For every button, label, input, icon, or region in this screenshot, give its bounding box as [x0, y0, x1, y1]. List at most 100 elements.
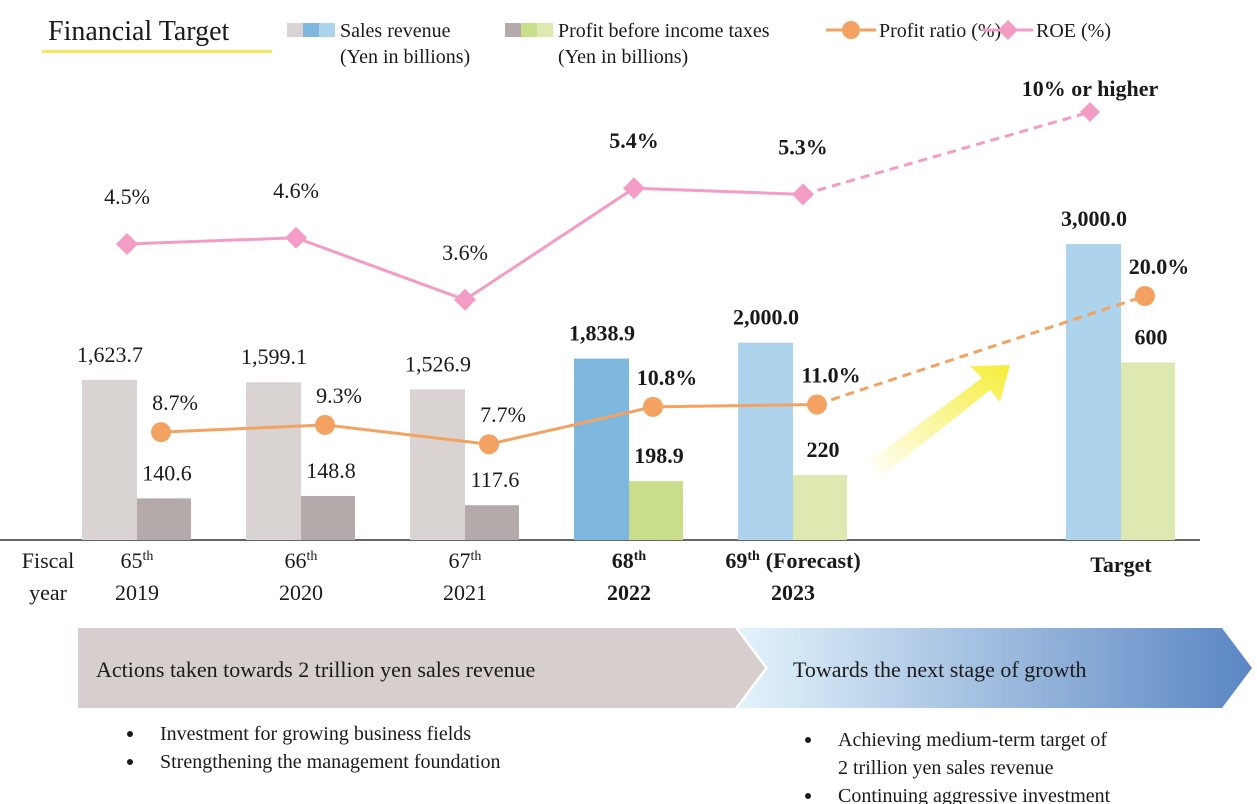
bar	[793, 474, 847, 540]
marker	[285, 226, 307, 249]
x-tick-label: 67th	[449, 548, 482, 573]
marker	[1135, 286, 1155, 306]
bar	[137, 498, 191, 540]
marker	[151, 422, 171, 443]
data-label: 8.7%	[152, 390, 198, 415]
legend-label: Sales revenue	[340, 20, 451, 42]
x-tick-year: 2021	[443, 580, 487, 605]
chart-title: Financial Target	[48, 16, 230, 47]
bar	[465, 505, 519, 540]
legend-swatch	[505, 23, 521, 37]
growth-arrow	[868, 365, 1010, 478]
ordinal: 66	[285, 548, 307, 573]
ordinal: 68	[612, 548, 634, 573]
data-label: 5.3%	[778, 134, 828, 159]
legend-label: Profit ratio (%)	[879, 20, 1001, 42]
data-label: 4.5%	[104, 184, 150, 209]
title-underline	[42, 50, 272, 53]
bar	[738, 342, 793, 540]
data-label: 1,838.9	[569, 321, 635, 346]
ordinal: 67	[449, 548, 471, 573]
bar	[1121, 362, 1175, 540]
legend-swatch	[319, 23, 335, 37]
x-axis-label: year	[29, 580, 68, 605]
bullet	[805, 737, 811, 743]
bar	[82, 379, 137, 540]
data-label: 117.6	[471, 467, 520, 492]
x-tick-label: 69th (Forecast)	[725, 548, 860, 573]
ordinal-suffix: th	[471, 549, 482, 564]
line	[816, 294, 1146, 406]
x-axis-label: Fiscal	[22, 548, 75, 573]
x-tick-label: 68th	[612, 548, 647, 573]
x-tick-year: 2020	[279, 580, 323, 605]
ordinal-suffix: th	[747, 549, 760, 564]
data-label: 140.6	[142, 460, 192, 485]
legend-label: ROE (%)	[1036, 20, 1111, 42]
legend-swatch	[303, 23, 319, 37]
bullet	[127, 731, 133, 737]
legend-label: (Yen in billions)	[558, 46, 688, 68]
data-label: 20.0%	[1129, 254, 1190, 279]
x-tick-year: 2019	[115, 580, 159, 605]
ordinal-suffix: th	[307, 549, 318, 564]
ordinal-suffix: th	[143, 549, 154, 564]
bar	[246, 382, 301, 540]
bar	[629, 481, 683, 540]
marker	[623, 177, 645, 200]
marker	[315, 414, 335, 435]
data-label: 3.6%	[442, 240, 488, 265]
marker	[479, 434, 499, 455]
marker	[454, 288, 476, 311]
data-label: 198.9	[634, 443, 684, 468]
bullet-text: Continuing aggressive investment	[838, 785, 1111, 804]
bullet-text: 2 trillion yen sales revenue	[838, 757, 1054, 779]
legend-label: Profit before income taxes	[558, 20, 770, 42]
marker	[807, 394, 827, 415]
marker	[643, 396, 663, 417]
right-title: Towards the next stage of growth	[793, 657, 1087, 682]
legend-swatch	[521, 23, 537, 37]
data-label: 11.0%	[801, 362, 860, 387]
bullet	[127, 759, 133, 765]
data-label: 7.7%	[480, 402, 526, 427]
data-label: 1,599.1	[241, 344, 307, 369]
bullet-text: Strengthening the management foundation	[160, 751, 500, 773]
bullet	[805, 793, 811, 799]
data-label: 1,526.9	[405, 351, 471, 376]
left-chevron	[78, 628, 765, 708]
ordinal: Target	[1090, 552, 1152, 577]
data-label: 600	[1135, 324, 1168, 349]
ordinal-suffix: th	[634, 549, 647, 564]
x-tick-label: 65th	[121, 548, 154, 573]
data-label: 148.8	[306, 458, 356, 483]
legend-marker	[842, 21, 860, 39]
ordinal: 69	[725, 548, 747, 573]
x-tick-label: 66th	[285, 548, 318, 573]
marks	[82, 110, 1175, 540]
data-label: 4.6%	[273, 178, 319, 203]
legend-marker	[998, 20, 1018, 40]
legend-swatch	[537, 23, 553, 37]
target-marker	[1080, 102, 1100, 122]
bar	[1066, 244, 1121, 540]
annotation: 10% or higher	[1022, 76, 1159, 101]
bar	[410, 389, 465, 540]
data-label: 220	[807, 437, 840, 462]
line-extension	[802, 110, 1091, 196]
ordinal-note: (Forecast)	[766, 548, 861, 573]
bullet-text: Investment for growing business fields	[160, 723, 471, 745]
marker	[116, 233, 138, 255]
left-title: Actions taken towards 2 trillion yen sal…	[96, 657, 535, 682]
legend-swatch	[287, 23, 303, 37]
data-label: 2,000.0	[733, 305, 799, 330]
data-label: 9.3%	[316, 383, 362, 408]
data-label: 5.4%	[609, 128, 659, 153]
bar	[301, 495, 355, 540]
data-label: 10.8%	[637, 365, 698, 390]
data-label: 3,000.0	[1061, 206, 1127, 231]
right-chevron	[738, 628, 1252, 708]
bar	[574, 358, 629, 540]
